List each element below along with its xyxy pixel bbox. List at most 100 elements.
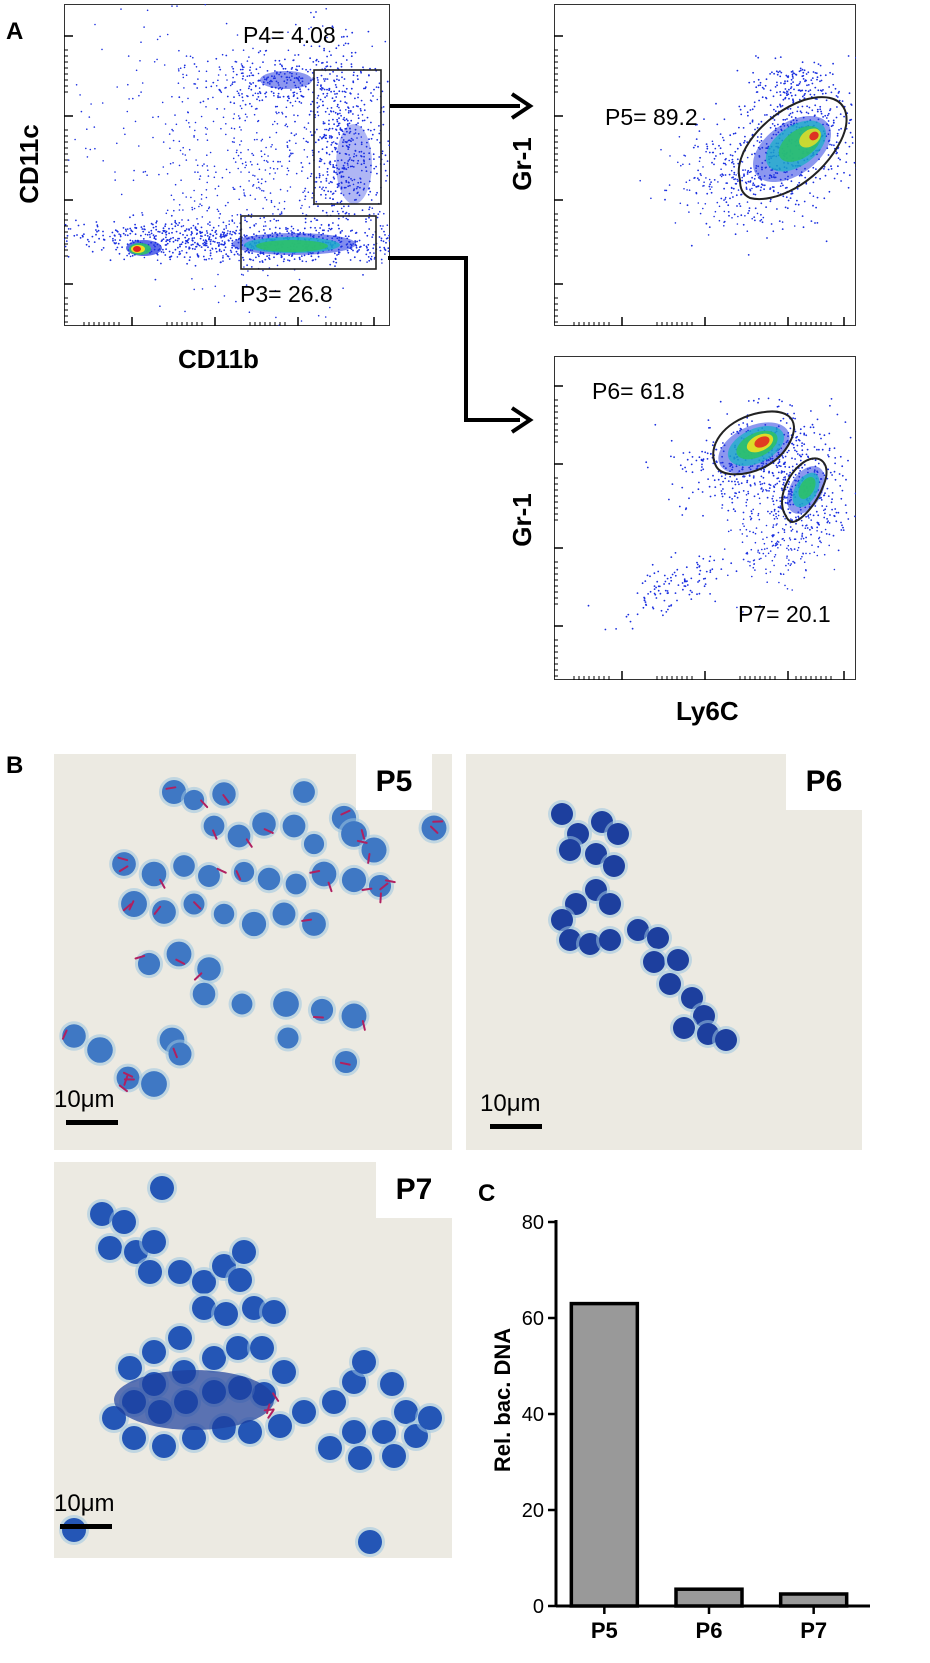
- event-dot: [654, 572, 656, 574]
- event-dot: [683, 452, 685, 454]
- event-dot: [759, 220, 761, 222]
- event-dot: [787, 588, 789, 590]
- event-dot: [848, 55, 850, 57]
- event-dot: [766, 114, 768, 116]
- event-dot: [689, 594, 691, 596]
- event-dot: [721, 176, 723, 178]
- event-dot: [786, 118, 788, 120]
- cell-nucleus: [361, 837, 386, 862]
- event-dot: [746, 494, 748, 496]
- event-dot: [715, 148, 717, 150]
- event-dot: [821, 531, 823, 533]
- event-dot: [788, 559, 790, 561]
- event-dot: [747, 111, 749, 113]
- event-dot: [768, 553, 770, 555]
- event-dot: [780, 185, 782, 187]
- event-dot: [757, 515, 759, 517]
- event-dot: [694, 145, 696, 147]
- event-dot: [751, 510, 753, 512]
- event-dot: [630, 621, 632, 623]
- event-dot: [833, 535, 835, 537]
- event-dot: [782, 538, 784, 540]
- event-dot: [707, 452, 709, 454]
- event-dot: [831, 92, 833, 94]
- event-dot: [731, 192, 733, 194]
- event-dot: [806, 112, 808, 114]
- event-dot: [775, 513, 777, 515]
- event-dot: [671, 440, 673, 442]
- event-dot: [805, 570, 807, 572]
- event-dot: [832, 125, 834, 127]
- event-dot: [806, 524, 808, 526]
- event-dot: [755, 533, 757, 535]
- event-dot: [702, 491, 704, 493]
- cell-nucleus: [98, 1236, 122, 1260]
- event-dot: [670, 580, 672, 582]
- bar-p5: [571, 1304, 637, 1606]
- event-dot: [781, 470, 783, 472]
- event-dot: [836, 173, 838, 175]
- event-dot: [837, 135, 839, 137]
- event-dot: [763, 470, 765, 472]
- event-dot: [854, 162, 856, 164]
- event-dot: [759, 503, 761, 505]
- event-dot: [749, 207, 751, 209]
- event-dot: [709, 571, 711, 573]
- event-dot: [682, 468, 684, 470]
- event-dot: [825, 74, 827, 76]
- event-dot: [754, 569, 756, 571]
- event-dot: [814, 222, 816, 224]
- event-dot: [754, 129, 756, 131]
- event-dot: [718, 479, 720, 481]
- event-dot: [706, 193, 708, 195]
- event-dot: [713, 164, 715, 166]
- event-dot: [746, 188, 748, 190]
- event-dot: [707, 458, 709, 460]
- event-dot: [710, 496, 712, 498]
- event-dot: [840, 113, 842, 115]
- event-dot: [831, 509, 833, 511]
- event-dot: [796, 451, 798, 453]
- event-dot: [747, 157, 749, 159]
- event-dot: [690, 578, 692, 580]
- event-dot: [824, 434, 826, 436]
- event-dot: [657, 571, 659, 573]
- event-dot: [723, 139, 725, 141]
- plot2-ylabel: Gr-1: [507, 119, 539, 209]
- event-dot: [754, 106, 756, 108]
- event-dot: [664, 199, 666, 201]
- event-dot: [709, 183, 711, 185]
- event-dot: [757, 57, 759, 59]
- event-dot: [711, 192, 713, 194]
- event-dot: [814, 505, 816, 507]
- event-dot: [796, 531, 798, 533]
- event-dot: [813, 182, 815, 184]
- cell-nucleus: [193, 983, 216, 1006]
- event-dot: [759, 481, 761, 483]
- event-dot: [774, 556, 776, 558]
- event-dot: [835, 479, 837, 481]
- event-dot: [809, 107, 811, 109]
- event-dot: [702, 515, 704, 517]
- event-dot: [813, 62, 815, 64]
- event-dot: [639, 180, 641, 182]
- event-dot: [744, 136, 746, 138]
- event-dot: [733, 188, 735, 190]
- cell-nucleus: [198, 865, 220, 887]
- event-dot: [799, 83, 801, 85]
- bar-p6: [676, 1589, 742, 1606]
- event-dot: [720, 568, 722, 570]
- event-dot: [766, 548, 768, 550]
- event-dot: [700, 175, 702, 177]
- event-dot: [753, 81, 755, 83]
- event-dot: [754, 482, 756, 484]
- event-dot: [805, 90, 807, 92]
- event-dot: [676, 569, 678, 571]
- flow-plot-p5: [554, 4, 856, 326]
- cell-nucleus: [304, 834, 324, 854]
- event-dot: [773, 524, 775, 526]
- event-dot: [714, 179, 716, 181]
- cell-nucleus: [168, 1042, 191, 1065]
- event-dot: [783, 418, 785, 420]
- event-dot: [818, 63, 820, 65]
